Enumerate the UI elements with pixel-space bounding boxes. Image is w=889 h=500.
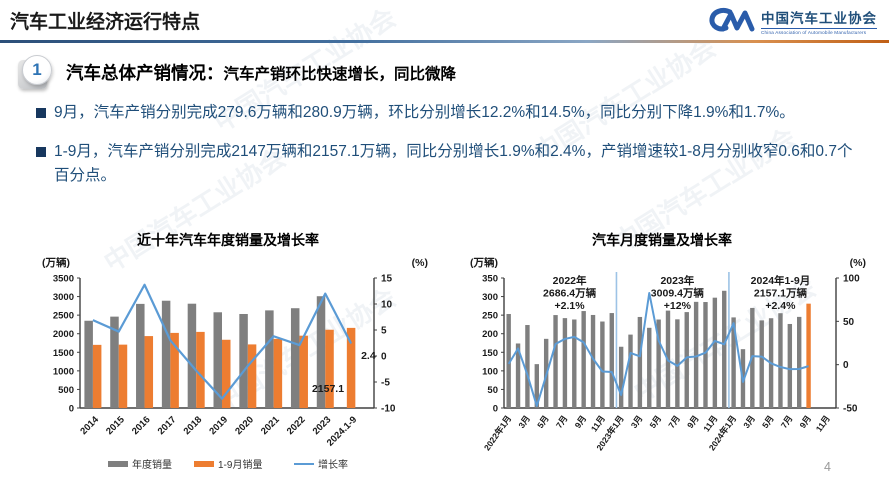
section-title-main: 汽车总体产销情况： (66, 62, 224, 83)
svg-text:7月: 7月 (779, 413, 795, 430)
svg-text:100: 100 (482, 366, 498, 377)
svg-text:2157.1: 2157.1 (312, 383, 344, 395)
svg-text:5: 5 (381, 326, 387, 337)
svg-text:+2.1%: +2.1% (555, 300, 586, 312)
svg-text:250: 250 (482, 311, 498, 322)
svg-text:2000: 2000 (53, 329, 74, 340)
charts-row: 近十年汽车年度销量及增长率 (万辆) (%) 0 500 1000 1500 2000 250… (24, 230, 866, 478)
bullet-square-icon (36, 147, 46, 158)
svg-text:2014: 2014 (78, 414, 101, 437)
svg-text:7月: 7月 (666, 413, 682, 430)
bullet-2: 1-9月，汽车产销分别完成2147万辆和2157.1万辆，同比分别增长1.9%和… (36, 140, 858, 188)
svg-text:2022: 2022 (285, 414, 308, 437)
svg-text:2015: 2015 (104, 414, 127, 437)
svg-text:2018: 2018 (182, 414, 205, 437)
svg-text:年度销量: 年度销量 (132, 458, 172, 471)
svg-text:2016: 2016 (130, 414, 153, 437)
svg-text:9月: 9月 (573, 413, 589, 430)
svg-text:1000: 1000 (53, 366, 74, 377)
svg-text:2500: 2500 (53, 311, 74, 322)
svg-text:3500: 3500 (53, 274, 74, 285)
svg-text:5月: 5月 (760, 413, 776, 430)
svg-text:15: 15 (381, 274, 393, 285)
section-title: 汽车总体产销情况：汽车产销环比快速增长，同比微降 (66, 60, 456, 85)
svg-text:350: 350 (482, 274, 498, 285)
svg-text:2021: 2021 (259, 414, 282, 437)
monthly-chart-canvas: (万辆) (%) 0 50 100 150 200 250 300 350 -50 0 50 100 202… (470, 256, 866, 452)
svg-text:11月: 11月 (814, 413, 832, 433)
svg-text:(万辆): (万辆) (470, 256, 498, 269)
caam-logo: 中国汽车工业协会 China Association of Automobile… (709, 6, 877, 36)
bullet-2-text: 1-9月，汽车产销分别完成2147万辆和2157.1万辆，同比分别增长1.9%和… (54, 143, 853, 185)
caam-logo-mark (709, 7, 755, 32)
svg-text:2024年1-9月: 2024年1-9月 (751, 274, 811, 287)
svg-text:3月: 3月 (629, 413, 645, 430)
svg-text:11月: 11月 (701, 413, 719, 433)
caam-logo-subtitle: China Association of Automobile Manufact… (761, 28, 877, 35)
svg-text:1-9月销量: 1-9月销量 (218, 458, 262, 471)
svg-text:2023: 2023 (311, 414, 334, 437)
svg-text:-5: -5 (381, 378, 390, 389)
svg-text:0: 0 (843, 360, 849, 371)
svg-text:50: 50 (487, 385, 498, 396)
svg-text:3月: 3月 (516, 413, 532, 430)
bullet-1: 9月，汽车产销分别完成279.6万辆和280.9万辆，环比分别增长12.2%和1… (36, 101, 858, 125)
bullet-list: 9月，汽车产销分别完成279.6万辆和280.9万辆，环比分别增长12.2%和1… (36, 101, 858, 203)
header-divider (0, 40, 889, 43)
svg-text:(%): (%) (412, 257, 428, 269)
monthly-chart-title: 汽车月度销量及增长率 (592, 232, 732, 248)
section-number-badge: 1 (18, 55, 52, 89)
svg-text:9月: 9月 (685, 413, 701, 430)
svg-text:5月: 5月 (647, 413, 663, 430)
svg-text:增长率: 增长率 (318, 458, 348, 471)
annual-chart-title: 近十年汽车年度销量及增长率 (137, 232, 319, 248)
svg-text:5月: 5月 (535, 413, 551, 430)
svg-text:2157.1万辆: 2157.1万辆 (754, 287, 808, 300)
svg-text:500: 500 (58, 385, 74, 396)
svg-text:11月: 11月 (589, 413, 607, 433)
page-number: 4 (824, 460, 831, 474)
svg-text:0: 0 (69, 404, 74, 415)
svg-text:2686.4万辆: 2686.4万辆 (543, 287, 597, 300)
svg-text:+2.4%: +2.4% (765, 300, 796, 312)
svg-text:1500: 1500 (53, 348, 74, 359)
page-title: 汽车工业经济运行特点 (10, 12, 201, 33)
svg-text:200: 200 (482, 329, 498, 340)
svg-text:50: 50 (843, 317, 855, 328)
section-heading: 1 汽车总体产销情况：汽车产销环比快速增长，同比微降 (18, 55, 456, 89)
svg-text:(%): (%) (850, 257, 866, 269)
svg-text:9月: 9月 (797, 413, 813, 430)
svg-text:0: 0 (381, 352, 387, 363)
svg-text:100: 100 (843, 274, 860, 285)
svg-text:+12%: +12% (664, 300, 692, 312)
svg-text:(万辆): (万辆) (42, 256, 70, 269)
svg-text:2020: 2020 (233, 414, 256, 437)
svg-text:2019: 2019 (207, 414, 230, 437)
svg-text:7月: 7月 (554, 413, 570, 430)
annual-chart-canvas: (万辆) (%) 0 500 1000 1500 2000 2500 3000 3500 -10 -5… (42, 256, 428, 471)
svg-text:2017: 2017 (156, 414, 179, 437)
svg-text:150: 150 (482, 348, 498, 359)
svg-text:-50: -50 (843, 404, 858, 415)
svg-text:3月: 3月 (741, 413, 757, 430)
svg-text:10: 10 (381, 300, 393, 311)
badge-circle: 1 (22, 55, 52, 85)
bullet-square-icon (36, 108, 46, 118)
svg-text:3000: 3000 (53, 292, 74, 303)
caam-logo-name: 中国汽车工业协会 (761, 11, 877, 26)
svg-text:300: 300 (482, 292, 498, 303)
svg-text:-10: -10 (381, 404, 396, 415)
svg-text:2022年: 2022年 (553, 274, 587, 287)
bullet-1-text: 9月，汽车产销分别完成279.6万辆和280.9万辆，环比分别增长12.2%和1… (54, 104, 795, 121)
annual-sales-chart: 近十年汽车年度销量及增长率 (万辆) (%) 0 500 1000 1500 2000 250… (24, 230, 432, 478)
svg-text:0: 0 (493, 404, 498, 415)
svg-text:2022年1月: 2022年1月 (482, 413, 514, 452)
svg-text:3009.4万辆: 3009.4万辆 (651, 287, 705, 300)
caam-logo-text: 中国汽车工业协会 China Association of Automobile… (761, 7, 877, 35)
monthly-sales-chart: 汽车月度销量及增长率 (万辆) (%) 0 50 100 150 200 250 300 350 -… (458, 230, 866, 478)
section-title-sub: 汽车产销环比快速增长，同比微降 (223, 65, 457, 83)
svg-text:2.4: 2.4 (361, 350, 376, 362)
svg-text:2023年: 2023年 (660, 274, 694, 287)
